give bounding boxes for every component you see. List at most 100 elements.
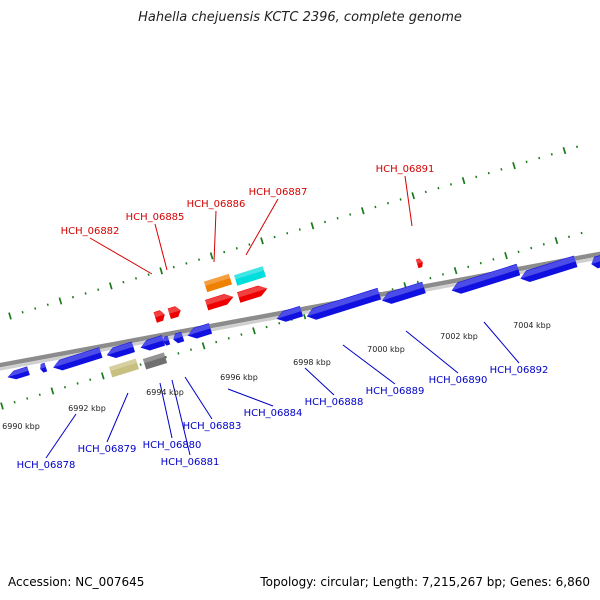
tick-mark bbox=[38, 393, 41, 396]
tick-mark bbox=[449, 183, 453, 186]
gene-feature[interactable] bbox=[204, 292, 235, 311]
tick-mark bbox=[467, 265, 470, 269]
gene-feature[interactable] bbox=[153, 309, 167, 323]
gene-feature[interactable] bbox=[39, 362, 48, 373]
gene-label-hch_06885[interactable]: HCH_06885 bbox=[126, 212, 185, 223]
map-title: Hahella chejuensis KCTC 2396, complete g… bbox=[138, 10, 462, 25]
tick-mark bbox=[504, 252, 508, 260]
label-leader-line bbox=[89, 237, 153, 275]
gene-feature[interactable] bbox=[380, 281, 426, 307]
tick-mark bbox=[575, 145, 579, 149]
label-leader-line bbox=[184, 376, 213, 420]
gene-feature[interactable] bbox=[234, 266, 266, 286]
gene-label-hch_06881[interactable]: HCH_06881 bbox=[161, 457, 220, 468]
tick-mark bbox=[71, 295, 75, 299]
gene-feature[interactable] bbox=[186, 323, 213, 341]
tick-mark bbox=[34, 307, 37, 310]
tick-mark bbox=[26, 397, 29, 400]
gene-feature[interactable] bbox=[51, 347, 103, 372]
tick-mark bbox=[76, 382, 79, 385]
gene-label-hch_06888[interactable]: HCH_06888 bbox=[305, 397, 364, 408]
tick-mark bbox=[278, 322, 281, 325]
gene-feature[interactable] bbox=[237, 283, 269, 303]
gene-feature[interactable] bbox=[172, 331, 185, 345]
gene-feature[interactable] bbox=[6, 366, 30, 381]
tick-mark bbox=[177, 352, 180, 355]
label-leader-line bbox=[245, 198, 279, 256]
tick-mark bbox=[159, 267, 164, 275]
scale-label: 7000 kbp bbox=[367, 345, 405, 354]
tick-mark bbox=[248, 243, 251, 246]
gene-feature[interactable] bbox=[519, 255, 578, 285]
gene-label-hch_06890[interactable]: HCH_06890 bbox=[429, 375, 488, 386]
tick-mark bbox=[21, 310, 24, 314]
tick-mark bbox=[172, 265, 175, 269]
tick-mark bbox=[441, 273, 445, 276]
tick-mark bbox=[416, 280, 419, 284]
gene-feature[interactable] bbox=[590, 254, 600, 270]
label-leader-line bbox=[171, 379, 191, 456]
scale-label: 6996 kbp bbox=[220, 373, 258, 382]
tick-mark bbox=[374, 205, 377, 209]
gene-label-hch_06879[interactable]: HCH_06879 bbox=[78, 444, 137, 455]
tick-mark bbox=[63, 385, 67, 389]
tick-mark bbox=[512, 162, 516, 170]
gene-feature[interactable] bbox=[142, 352, 168, 370]
scale-label: 7004 kbp bbox=[513, 321, 551, 330]
tick-mark bbox=[134, 277, 138, 280]
tick-mark bbox=[147, 273, 150, 276]
tick-mark bbox=[227, 337, 230, 340]
tick-mark bbox=[164, 355, 167, 359]
gene-feature[interactable] bbox=[139, 335, 166, 353]
tick-mark bbox=[215, 340, 218, 344]
gene-label-hch_06884[interactable]: HCH_06884 bbox=[244, 408, 303, 419]
gene-label-hch_06892[interactable]: HCH_06892 bbox=[490, 365, 549, 376]
gene-label-hch_06882[interactable]: HCH_06882 bbox=[61, 226, 120, 237]
tick-mark bbox=[252, 327, 256, 335]
gene-label-hch_06887[interactable]: HCH_06887 bbox=[249, 187, 308, 198]
tick-mark bbox=[89, 378, 92, 381]
scale-label: 6990 kbp bbox=[2, 422, 40, 431]
tick-mark bbox=[100, 372, 105, 380]
gene-feature[interactable] bbox=[305, 287, 382, 322]
gene-feature[interactable] bbox=[415, 258, 424, 269]
tick-mark bbox=[197, 258, 201, 261]
tick-mark bbox=[517, 250, 520, 254]
tick-mark bbox=[487, 171, 490, 175]
gene-feature[interactable] bbox=[450, 263, 521, 296]
tick-mark bbox=[108, 282, 113, 290]
tick-mark bbox=[58, 297, 63, 305]
tick-mark bbox=[223, 250, 226, 254]
tick-mark bbox=[13, 400, 16, 404]
tick-mark bbox=[336, 216, 339, 220]
gene-feature[interactable] bbox=[162, 335, 171, 346]
tick-mark bbox=[567, 235, 571, 239]
gene-feature[interactable] bbox=[203, 273, 233, 293]
gene-label-hch_06878[interactable]: HCH_06878 bbox=[17, 460, 76, 471]
scale-label: 7002 kbp bbox=[440, 332, 478, 341]
tick-mark bbox=[240, 333, 243, 336]
tick-mark bbox=[424, 190, 427, 194]
tick-mark bbox=[475, 175, 478, 179]
gene-feature[interactable] bbox=[275, 305, 304, 324]
tick-mark bbox=[411, 192, 416, 200]
gene-feature[interactable] bbox=[108, 358, 140, 378]
outer-tick-ring bbox=[8, 145, 579, 320]
gene-feature[interactable] bbox=[105, 341, 136, 361]
gene-label-hch_06891[interactable]: HCH_06891 bbox=[376, 164, 435, 175]
tick-mark bbox=[399, 198, 402, 201]
label-leader-line bbox=[45, 413, 77, 459]
tick-mark bbox=[8, 312, 12, 320]
gene-label-hch_06883[interactable]: HCH_06883 bbox=[183, 421, 242, 432]
gene-features bbox=[6, 254, 600, 381]
tick-mark bbox=[298, 228, 301, 231]
tick-mark bbox=[562, 146, 567, 155]
gene-label-hch_06889[interactable]: HCH_06889 bbox=[366, 386, 425, 397]
tick-mark bbox=[235, 247, 238, 250]
tick-mark bbox=[323, 220, 327, 224]
gene-label-hch_06886[interactable]: HCH_06886 bbox=[187, 199, 246, 210]
gene-label-hch_06880[interactable]: HCH_06880 bbox=[143, 440, 202, 451]
gene-feature[interactable] bbox=[167, 305, 183, 320]
label-leader-line bbox=[154, 223, 168, 271]
